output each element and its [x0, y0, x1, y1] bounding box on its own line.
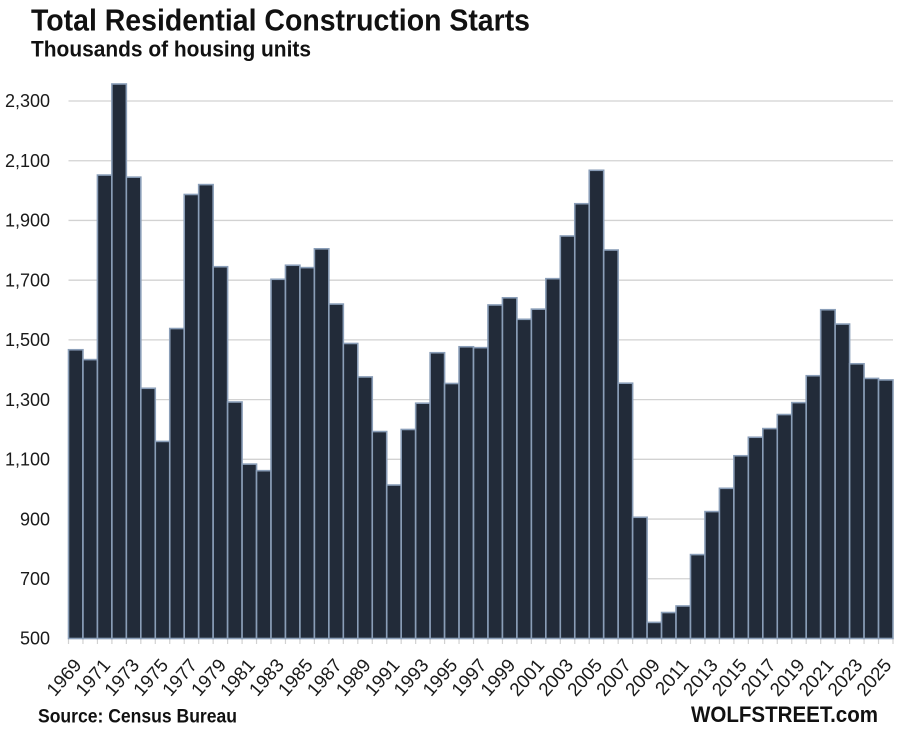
svg-text:1,500: 1,500	[5, 330, 50, 350]
svg-text:1,300: 1,300	[5, 390, 50, 410]
svg-text:Source: Census Bureau: Source: Census Bureau	[38, 705, 237, 727]
svg-text:1,100: 1,100	[5, 450, 50, 470]
svg-text:WOLFSTREET.com: WOLFSTREET.com	[691, 702, 878, 727]
svg-text:1,900: 1,900	[5, 211, 50, 231]
svg-text:2,100: 2,100	[5, 151, 50, 171]
svg-text:500: 500	[20, 629, 50, 649]
svg-text:Total Residential Construction: Total Residential Construction Starts	[31, 5, 530, 38]
svg-text:Thousands of housing units: Thousands of housing units	[31, 37, 311, 62]
svg-text:1,700: 1,700	[5, 270, 50, 290]
svg-text:2,300: 2,300	[5, 91, 50, 111]
svg-text:900: 900	[20, 509, 50, 529]
svg-text:700: 700	[20, 569, 50, 589]
